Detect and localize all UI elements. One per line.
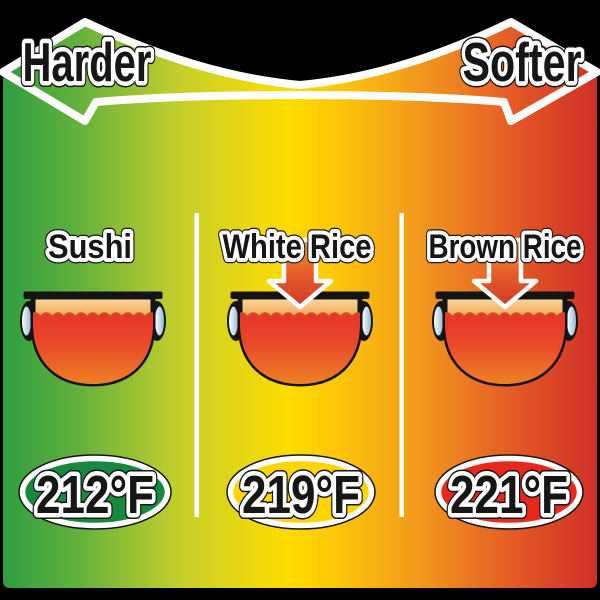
badge-oval <box>435 455 583 529</box>
sushi-temperature-text: 212°F <box>36 465 154 525</box>
softer-label-outline: Softer <box>463 31 582 93</box>
badge-oval <box>19 455 171 529</box>
sushi-label-outline: Sushi <box>48 228 132 266</box>
white-rice-temperature-badge: 219°F 219°F <box>226 454 376 531</box>
column-divider-2 <box>399 213 404 517</box>
white-rice-label: White Rice White Rice <box>217 223 377 272</box>
softness-scale-arrow <box>0 18 600 125</box>
white-rice-label-text: White Rice <box>223 228 372 266</box>
brown-rice-temperature-badge: 221°F 221°F <box>434 454 584 531</box>
column-sushi: Sushi Sushi 212°F 212°F <box>18 223 172 531</box>
softer-label: Softer Softer <box>457 25 588 99</box>
sushi-label: Sushi Sushi <box>43 223 138 272</box>
column-divider-1 <box>194 213 199 517</box>
white-rice-temperature-outline: 219°F <box>242 465 360 525</box>
white-rice-label-outline: White Rice <box>223 228 372 266</box>
harder-label: Harder Harder <box>17 25 158 99</box>
sushi-label-text: Sushi <box>48 228 132 266</box>
sushi-temperature-outline: 212°F <box>36 465 154 525</box>
softer-label-text: Softer <box>463 31 582 93</box>
column-brown-rice: Brown Rice Brown Rice 221°F 221°F <box>423 223 587 531</box>
harder-label-outline: Harder <box>23 31 152 93</box>
sushi-temperature-badge: 212°F 212°F <box>18 454 172 531</box>
brown-rice-label-text: Brown Rice <box>429 228 582 266</box>
brown-rice-label-outline: Brown Rice <box>429 228 582 266</box>
white-rice-temperature-text: 219°F <box>242 465 360 525</box>
column-white-rice: White Rice White Rice 219°F 219°F <box>217 223 377 531</box>
badge-oval <box>227 455 375 529</box>
brown-rice-label: Brown Rice Brown Rice <box>423 223 587 272</box>
brown-rice-temperature-text: 221°F <box>450 465 568 525</box>
harder-label-text: Harder <box>23 31 152 93</box>
brown-rice-temperature-outline: 221°F <box>450 465 568 525</box>
